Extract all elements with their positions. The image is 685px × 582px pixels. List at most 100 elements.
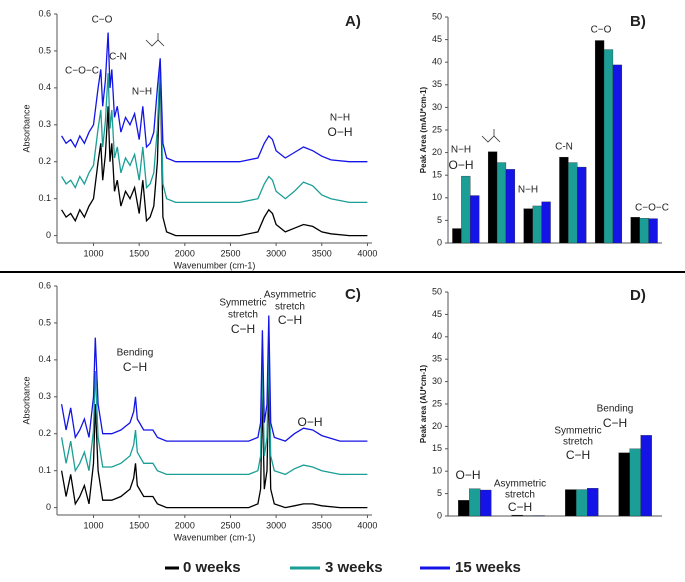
bar	[505, 169, 516, 244]
bar	[480, 489, 492, 517]
y-tick-label: 0.6	[38, 8, 51, 18]
annotation: stretch	[228, 310, 258, 321]
bar	[568, 162, 578, 244]
x-tick-label: 2000	[175, 520, 195, 530]
annotation: N−H	[330, 113, 350, 124]
annotation: C−O	[92, 15, 113, 26]
y-tick-label: 0.5	[38, 45, 51, 55]
y-tick-label: 10	[432, 466, 442, 476]
bar	[541, 201, 551, 244]
x-tick-label: 1500	[129, 520, 149, 530]
bar	[469, 488, 481, 517]
annotation: Symmetric	[219, 298, 266, 309]
ester-structure	[481, 135, 501, 143]
annotation: C−H	[278, 313, 302, 327]
y-tick-label: 25	[432, 398, 442, 408]
bar	[618, 452, 630, 517]
annotation: N−H	[132, 87, 152, 98]
spectrum-line	[60, 381, 368, 509]
legend-label: 15 weeks	[455, 559, 521, 576]
annotation: C−H	[231, 322, 255, 336]
x-tick-label: 3000	[266, 248, 286, 258]
annotation: Symmetric	[554, 426, 601, 437]
y-tick-label: 15	[432, 443, 442, 453]
annotation: C-N	[109, 52, 127, 63]
annotation: Asymmetric	[264, 290, 316, 301]
bar	[496, 162, 507, 244]
y-axis-label: Absorbance	[21, 376, 31, 424]
y-tick-label: 0.5	[38, 317, 51, 327]
spectrum-line	[61, 65, 368, 237]
y-tick-label: 30	[432, 102, 442, 112]
x-tick-label: 3000	[266, 520, 286, 530]
annotation: N−H	[451, 145, 471, 156]
y-tick-label: 0.2	[38, 156, 51, 166]
bar	[629, 448, 641, 517]
x-tick-label: 3500	[312, 520, 332, 530]
x-tick-label: 3500	[312, 248, 332, 258]
annotation: C-N	[555, 142, 573, 153]
annotation: Bending	[117, 348, 154, 359]
bar	[630, 217, 640, 244]
y-tick-label: 0.6	[38, 280, 51, 290]
bar	[461, 175, 471, 244]
bar	[565, 489, 577, 517]
annotation: Bending	[597, 404, 634, 415]
y-tick-label: 50	[432, 11, 442, 21]
y-tick-label: 40	[432, 331, 442, 341]
bar	[458, 500, 470, 517]
bar	[523, 208, 533, 244]
bar	[594, 40, 605, 244]
panel-label: A)	[345, 13, 361, 30]
annotation: stretch	[505, 490, 535, 501]
y-tick-label: 0	[46, 230, 51, 240]
bar	[640, 435, 652, 517]
y-tick-label: 0.3	[38, 119, 51, 129]
y-tick-label: 25	[432, 124, 442, 134]
y-tick-label: 50	[432, 286, 442, 296]
bar	[576, 489, 588, 517]
annotation: Asymmetric	[494, 479, 546, 490]
bar	[639, 217, 649, 244]
y-tick-label: 10	[432, 192, 442, 202]
bar	[612, 64, 623, 244]
y-axis-label: Absorbance	[21, 104, 31, 152]
y-tick-label: 5	[437, 488, 442, 498]
x-tick-label: 2500	[220, 520, 240, 530]
y-tick-label: 0.2	[38, 428, 51, 438]
bar	[532, 205, 542, 244]
bar	[559, 156, 569, 244]
spectrum-line	[61, 32, 368, 163]
x-tick-label: 2000	[175, 248, 195, 258]
annotation: C−H	[123, 360, 147, 374]
annotation: O−H	[297, 415, 322, 429]
ester-structure	[145, 39, 165, 47]
panel-label: C)	[345, 286, 361, 303]
bar	[603, 49, 614, 244]
y-tick-label: 35	[432, 79, 442, 89]
annotation: C−H	[566, 448, 590, 462]
x-tick-label: 4000	[357, 248, 377, 258]
annotation: C−H	[508, 500, 532, 514]
x-tick-label: 1000	[84, 520, 104, 530]
annotation: C−O−C	[635, 203, 669, 214]
annotation: O−H	[455, 468, 480, 482]
panel-label: B)	[630, 13, 646, 30]
bar	[511, 514, 523, 517]
bar	[587, 488, 599, 517]
annotation: C−H	[603, 416, 627, 430]
y-tick-label: 0.4	[38, 82, 51, 92]
y-tick-label: 0	[437, 237, 442, 247]
bar	[648, 218, 658, 244]
panel-label: D)	[630, 287, 646, 304]
y-tick-label: 40	[432, 57, 442, 67]
y-tick-label: 0.4	[38, 354, 51, 364]
x-axis-label: Wavenumber (cm-1)	[174, 532, 256, 542]
annotation: N−H	[518, 185, 538, 196]
y-tick-label: 45	[432, 309, 442, 319]
y-tick-label: 0	[437, 510, 442, 520]
bar	[577, 166, 587, 244]
y-axis-label: Peak Area (mAU*cm-1)	[419, 86, 428, 173]
annotation: C−O	[591, 25, 612, 36]
y-tick-label: 20	[432, 147, 442, 157]
